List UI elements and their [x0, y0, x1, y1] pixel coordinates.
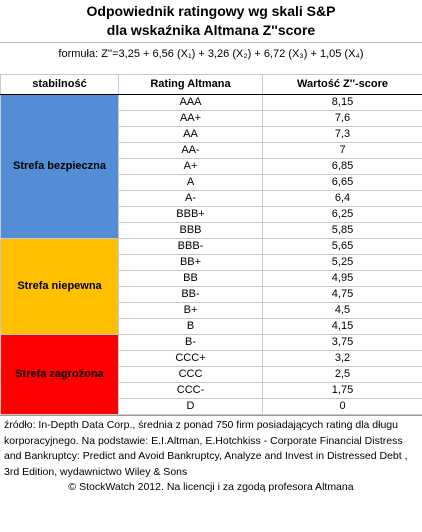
rating-cell: CCC+	[118, 350, 263, 367]
data-row: A+ 6,85	[1, 158, 422, 175]
data-row: CCC+ 3,2	[1, 350, 422, 367]
rating-cell: B-	[118, 334, 263, 351]
rating-cell: B+	[118, 302, 263, 319]
data-row: BBB 5,85	[1, 222, 422, 239]
rating-cell: AA-	[118, 142, 263, 159]
score-cell: 4,5	[262, 302, 422, 319]
data-row: BBB+ 6,25	[1, 206, 422, 223]
rating-cell: A+	[118, 158, 263, 175]
header-row: stabilność Rating Altmana Wartość Z''-sc…	[0, 74, 422, 95]
rating-cell: BBB-	[118, 238, 263, 255]
rating-cell: B	[118, 318, 263, 335]
rating-cell: AA	[118, 126, 263, 143]
rating-cell: CCC-	[118, 382, 263, 399]
zone-cell: Strefa bezpieczna	[0, 94, 119, 239]
score-cell: 4,95	[262, 270, 422, 287]
score-cell: 6,65	[262, 174, 422, 191]
rating-cell: BBB+	[118, 206, 263, 223]
zone-cell: Strefa niepewna	[0, 238, 119, 335]
data-row: BB+ 5,25	[1, 254, 422, 271]
data-row: CCC- 1,75	[1, 382, 422, 399]
score-cell: 4,15	[262, 318, 422, 335]
score-cell: 6,25	[262, 206, 422, 223]
rating-cell: AA+	[118, 110, 263, 127]
zone-cell: Strefa zagrożona	[0, 334, 119, 415]
data-row: Strefa zagrożona B- 3,75	[0, 334, 422, 415]
score-cell: 5,65	[262, 238, 422, 255]
score-cell: 2,5	[262, 366, 422, 383]
data-row: Strefa bezpieczna AAA 8,15	[0, 94, 422, 239]
data-row: BB 4,95	[1, 270, 422, 287]
header-cell: Rating Altmana	[118, 74, 263, 95]
rating-cell: BB	[118, 270, 263, 287]
header-cell: Wartość Z''-score	[262, 74, 422, 95]
score-cell: 4,75	[262, 286, 422, 303]
score-cell: 7	[262, 142, 422, 159]
rating-cell: BBB	[118, 222, 263, 239]
rating-cell: A-	[118, 190, 263, 207]
rating-cell: D	[118, 398, 263, 415]
title: Odpowiednik ratingowy wg skali S&P dla w…	[0, 0, 422, 42]
rating-cell: AAA	[118, 94, 263, 111]
rating-cell: BB+	[118, 254, 263, 271]
header-cell: stabilność	[0, 74, 119, 95]
source-note: źródło: In-Depth Data Corp., średnia z p…	[0, 415, 422, 478]
score-cell: 8,15	[262, 94, 422, 111]
score-cell: 6,4	[262, 190, 422, 207]
rating-table: stabilność Rating Altmana Wartość Z''-sc…	[0, 74, 422, 415]
score-cell: 3,2	[262, 350, 422, 367]
title-line: Odpowiednik ratingowy wg skali S&P	[86, 3, 336, 19]
formula: formuła: Z''=3,25 + 6,56 (X₁) + 3,26 (X₂…	[0, 42, 422, 74]
data-row: A 6,65	[1, 174, 422, 191]
copyright: © StockWatch 2012. Na licencji i za zgod…	[68, 481, 354, 493]
score-cell: 3,75	[262, 334, 422, 351]
title-line: dla wskaźnika Altmana Z''score	[106, 22, 316, 38]
score-cell: 5,85	[262, 222, 422, 239]
rating-cell: A	[118, 174, 263, 191]
score-cell: 7,3	[262, 126, 422, 143]
score-cell: 1,75	[262, 382, 422, 399]
score-cell: 5,25	[262, 254, 422, 271]
data-row: CCC 2,5	[1, 366, 422, 383]
score-cell: 0	[262, 398, 422, 415]
score-cell: 7,6	[262, 110, 422, 127]
score-cell: 6,85	[262, 158, 422, 175]
rating-cell: BB-	[118, 286, 263, 303]
data-row: AA- 7	[1, 142, 422, 159]
rating-cell: CCC	[118, 366, 263, 383]
data-row: Strefa niepewna BBB- 5,65	[0, 238, 422, 335]
